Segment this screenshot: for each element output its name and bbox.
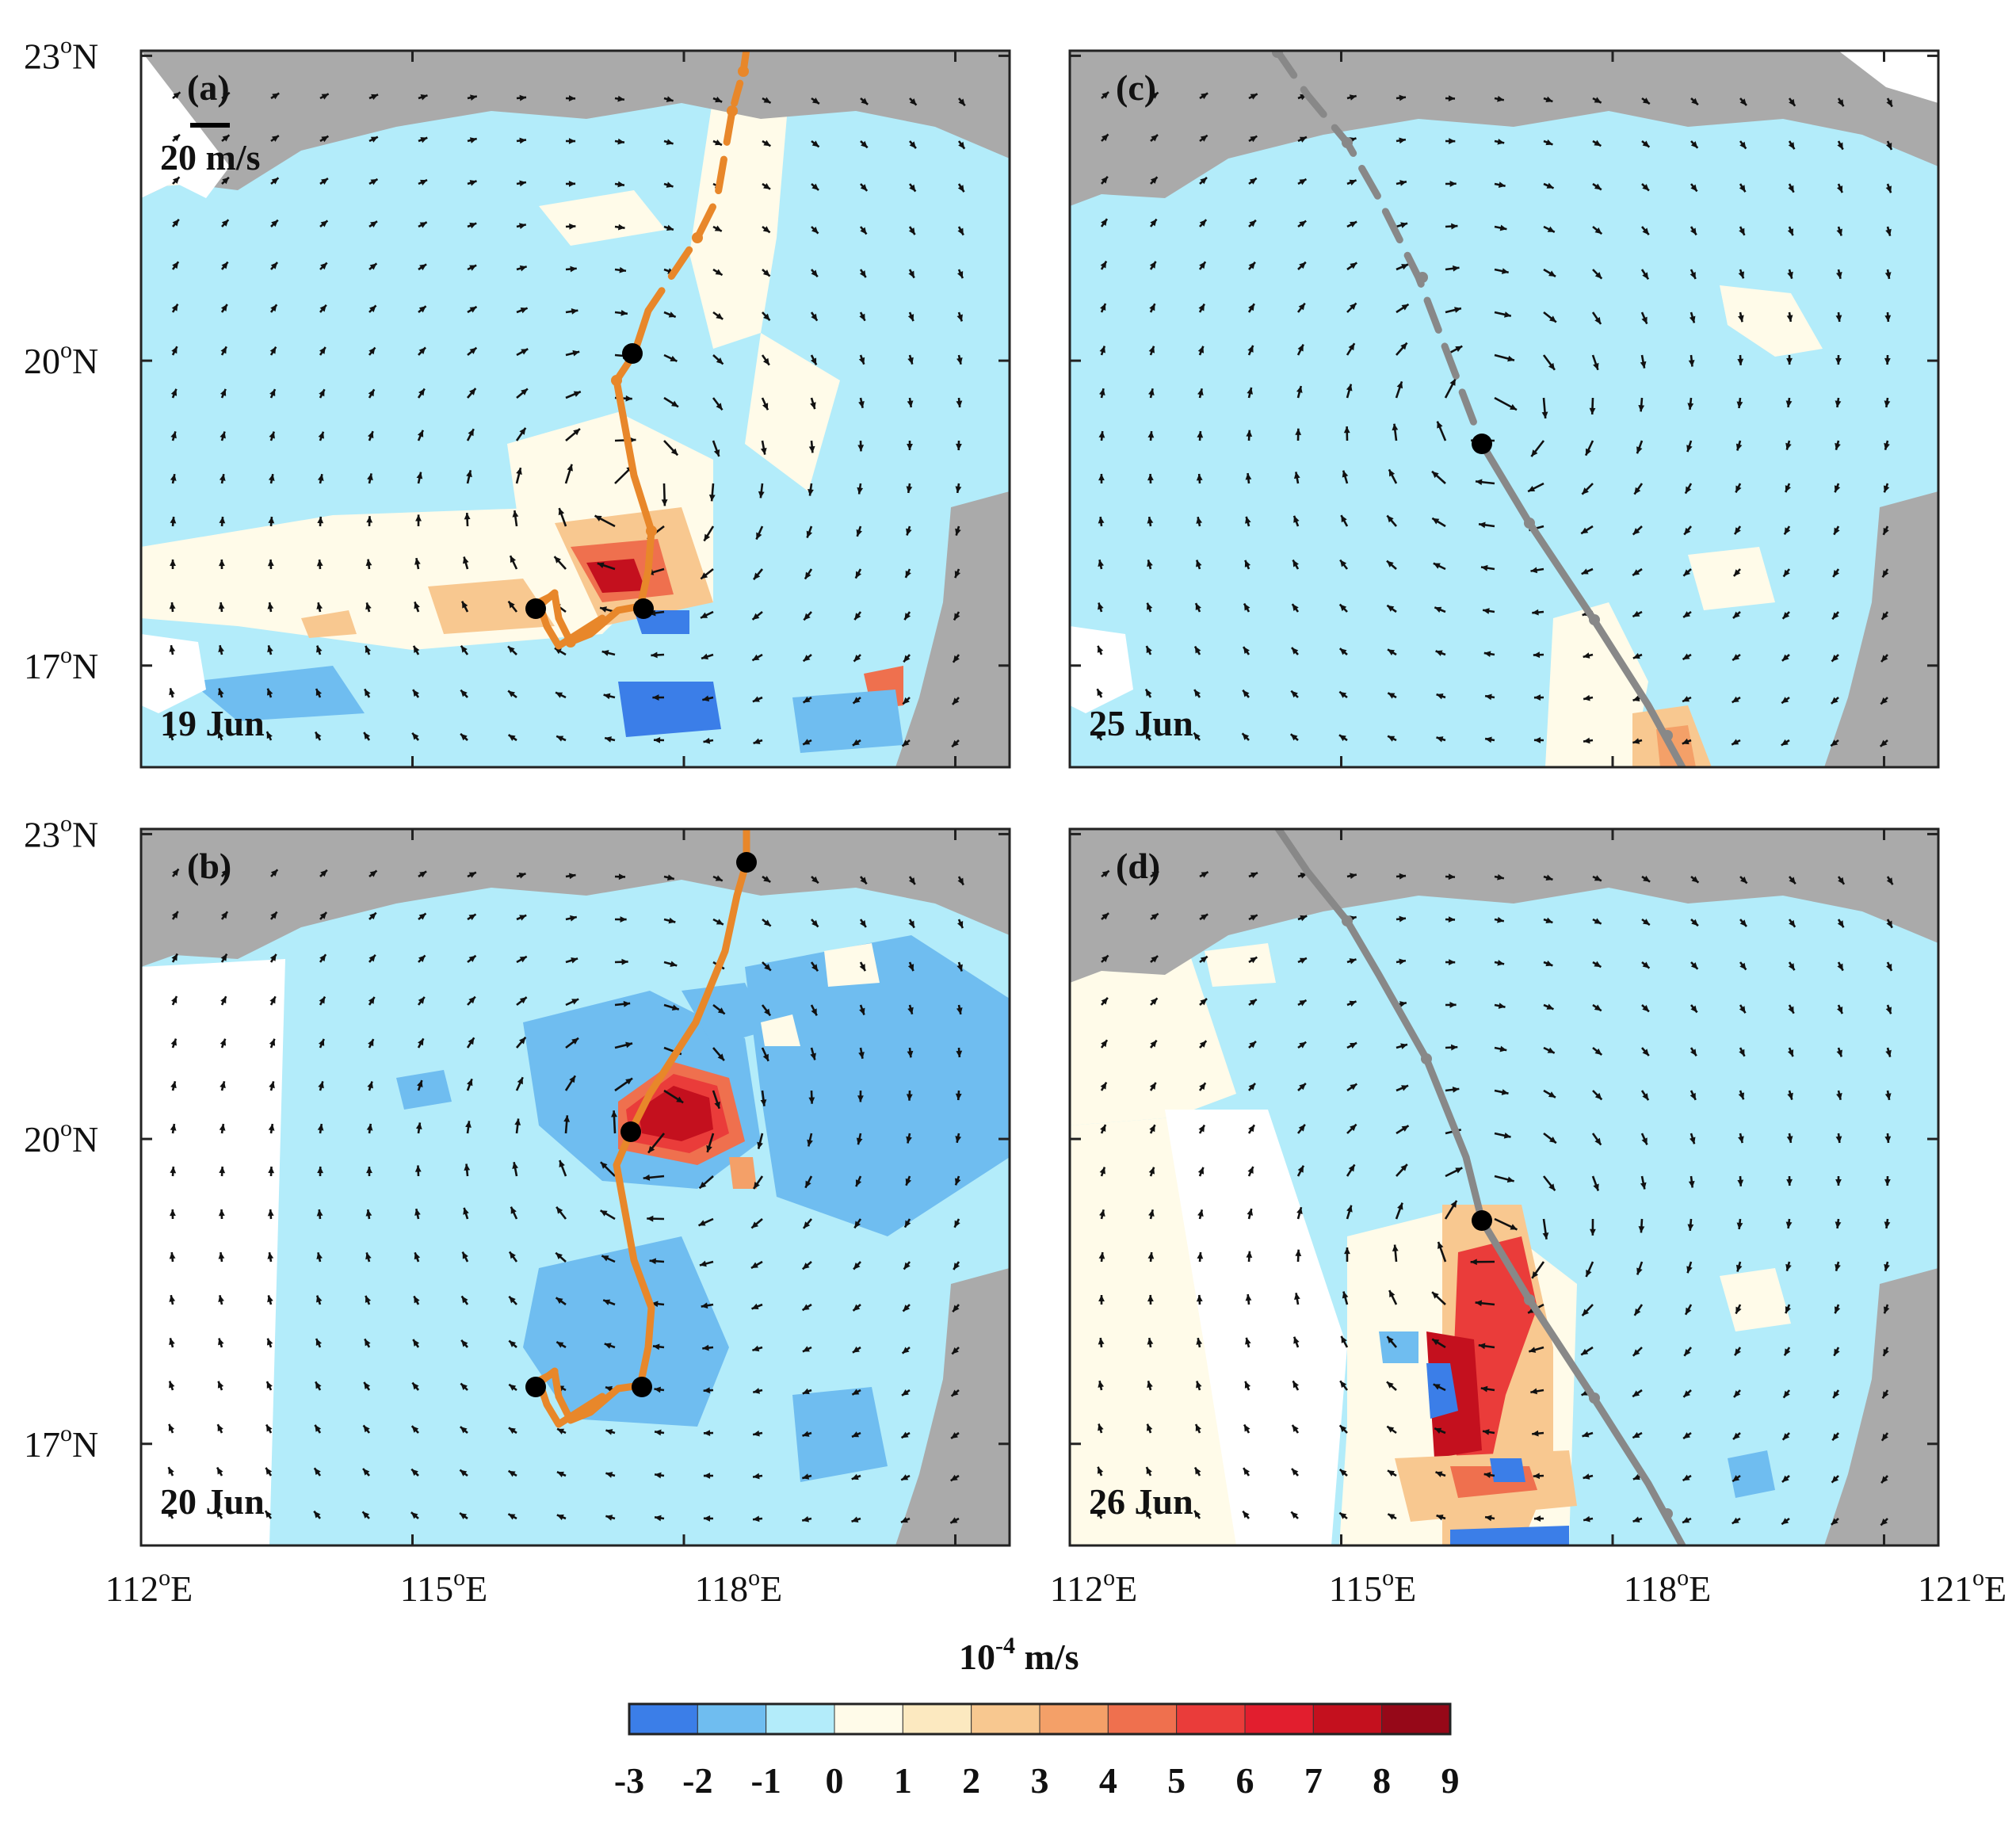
- lat-tick-label: 23oN: [24, 810, 98, 854]
- panel-label: (a): [187, 67, 230, 108]
- lat-tick-label: 20oN: [24, 337, 98, 381]
- colorbar-tick-label: 5: [1167, 1760, 1186, 1801]
- lon-tick-label: 115oE: [400, 1564, 487, 1609]
- lat-tick-label: 17oN: [24, 1420, 98, 1465]
- panel-date: 20 Jun: [160, 1481, 265, 1522]
- panel-date: 19 Jun: [160, 703, 265, 743]
- lon-tick-label: 121oE: [1918, 1564, 2006, 1609]
- lat-tick-label: 23oN: [24, 32, 98, 76]
- lon-tick-label: 112oE: [1050, 1564, 1137, 1609]
- track-point: [1472, 434, 1492, 454]
- colorbar-tick-label: 9: [1441, 1760, 1460, 1801]
- colorbar-tick-label: -2: [682, 1760, 712, 1801]
- colorbar-cell: [972, 1704, 1040, 1734]
- colorbar-tick-label: 4: [1099, 1760, 1117, 1801]
- colorbar-cells: [629, 1704, 1450, 1734]
- track-point: [525, 1377, 546, 1397]
- colorbar-ticks: -3 -2 -1 0 1 2 3 4 5 6 7 8 9: [614, 1760, 1460, 1801]
- lon-tick-label: 115oE: [1329, 1564, 1416, 1609]
- colorbar-cell: [1177, 1704, 1245, 1734]
- colorbar-cell: [1108, 1704, 1176, 1734]
- lon-tick-label: 118oE: [1624, 1564, 1711, 1609]
- lat-tick-label: 17oN: [24, 642, 98, 686]
- panel-b: (b) 20 Jun: [141, 829, 1010, 1545]
- panel-label: (b): [187, 846, 231, 886]
- colorbar-tick-label: 3: [1031, 1760, 1049, 1801]
- scale-label: 20 m/s: [160, 137, 261, 178]
- track-point: [622, 343, 643, 364]
- lat-tick-label: 20oN: [24, 1115, 98, 1160]
- panel-d: (d) 26 Jun: [1070, 827, 1938, 1547]
- colorbar-cell: [1245, 1704, 1313, 1734]
- colorbar-cell: [834, 1704, 903, 1734]
- track-point: [525, 598, 546, 619]
- colorbar-cell: [1040, 1704, 1108, 1734]
- track-point: [1472, 1210, 1492, 1231]
- colorbar-tick-label: 8: [1373, 1760, 1391, 1801]
- colorbar-tick-label: -1: [751, 1760, 781, 1801]
- panel-date: 25 Jun: [1089, 703, 1193, 743]
- panel-label: (c): [1116, 67, 1156, 108]
- panel-label: (d): [1116, 846, 1160, 886]
- lon-tick-label: 118oE: [695, 1564, 782, 1609]
- track-point: [620, 1121, 641, 1142]
- colorbar-cell: [697, 1704, 766, 1734]
- colorbar-tick-label: 7: [1304, 1760, 1323, 1801]
- track-point: [632, 1377, 652, 1397]
- colorbar-tick-label: 6: [1236, 1760, 1254, 1801]
- colorbar-tick-label: 1: [894, 1760, 912, 1801]
- track-point: [633, 598, 654, 619]
- lon-tick-label: 112oE: [105, 1564, 193, 1609]
- colorbar-cell: [1382, 1704, 1450, 1734]
- panel-c: (c) 25 Jun: [1070, 47, 1938, 769]
- colorbar-tick-label: 2: [962, 1760, 980, 1801]
- colorbar-unit: 10-4 m/s: [959, 1633, 1079, 1677]
- panel-a: (a) 20 m/s 19 Jun: [141, 49, 1010, 767]
- colorbar-tick-label: 0: [826, 1760, 844, 1801]
- colorbar-cell: [629, 1704, 697, 1734]
- colorbar-cell: [903, 1704, 971, 1734]
- track-point: [736, 852, 757, 873]
- colorbar-tick-label: -3: [614, 1760, 644, 1801]
- colorbar-cell: [766, 1704, 834, 1734]
- colorbar-cell: [1313, 1704, 1381, 1734]
- panel-date: 26 Jun: [1089, 1481, 1193, 1522]
- colorbar: 10-4 m/s -3 -2 -1 0 1 2 3 4 5 6 7 8 9: [614, 1633, 1460, 1801]
